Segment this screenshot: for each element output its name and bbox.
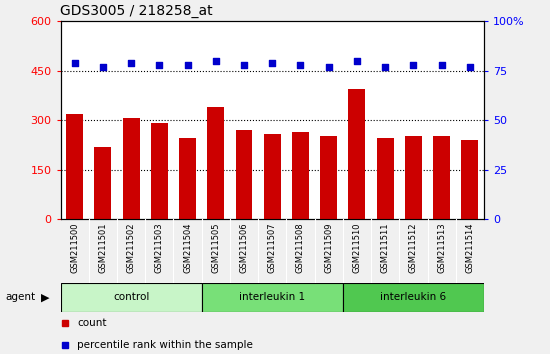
Text: GSM211514: GSM211514 [465,223,475,273]
Text: GSM211510: GSM211510 [353,223,361,273]
Point [240,62,249,68]
Text: percentile rank within the sample: percentile rank within the sample [78,339,254,350]
Text: agent: agent [6,292,36,302]
Point [70,60,79,66]
Bar [202,283,343,312]
Point [437,62,446,68]
Bar [179,138,196,219]
Bar [343,283,484,312]
Bar [405,136,422,219]
Point [324,64,333,70]
Bar [66,114,83,219]
Bar [60,283,202,312]
Bar [292,132,309,219]
Text: GSM211505: GSM211505 [211,223,221,273]
Text: GSM211508: GSM211508 [296,223,305,273]
Point [381,64,389,70]
Bar [349,89,365,219]
Bar [320,136,337,219]
Text: count: count [78,318,107,329]
Point [296,62,305,68]
Text: GSM211500: GSM211500 [70,223,79,273]
Point [353,58,361,64]
Text: GSM211509: GSM211509 [324,223,333,273]
Point [268,60,277,66]
Text: GSM211501: GSM211501 [98,223,107,273]
Point [98,64,107,70]
Bar [123,118,140,219]
Bar [207,107,224,219]
Text: interleukin 6: interleukin 6 [381,292,447,302]
Text: GSM211504: GSM211504 [183,223,192,273]
Text: GSM211507: GSM211507 [268,223,277,273]
Text: GSM211513: GSM211513 [437,223,446,273]
Text: GSM211503: GSM211503 [155,223,164,273]
Point [465,64,474,70]
Text: GDS3005 / 218258_at: GDS3005 / 218258_at [60,4,213,18]
Point [409,62,418,68]
Bar [264,134,280,219]
Text: GSM211506: GSM211506 [239,223,249,273]
Point [155,62,164,68]
Bar [377,138,394,219]
Bar [95,147,111,219]
Bar [235,130,252,219]
Bar [433,136,450,219]
Bar [461,140,478,219]
Point [211,58,220,64]
Text: GSM211511: GSM211511 [381,223,390,273]
Point [126,60,135,66]
Text: control: control [113,292,149,302]
Point [183,62,192,68]
Text: interleukin 1: interleukin 1 [239,292,305,302]
Text: ▶: ▶ [41,292,50,302]
Text: GSM211512: GSM211512 [409,223,418,273]
Text: GSM211502: GSM211502 [126,223,136,273]
Bar [151,123,168,219]
